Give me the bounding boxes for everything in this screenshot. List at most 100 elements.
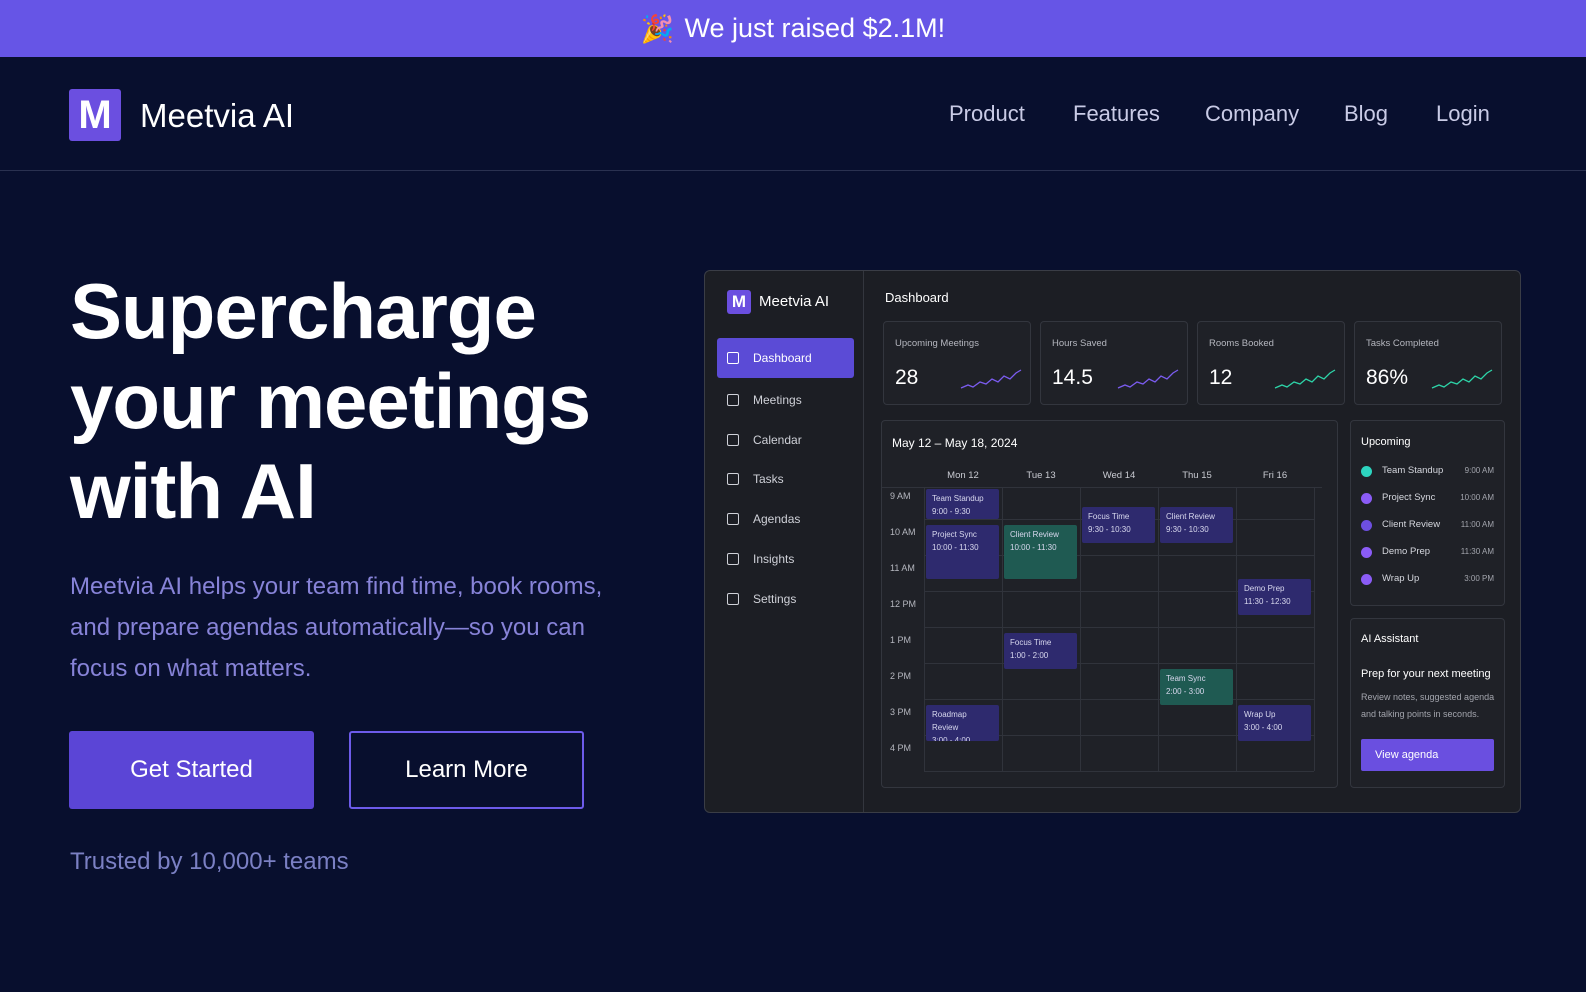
sidebar-item[interactable]: Tasks (717, 459, 854, 499)
view-agenda-button[interactable]: View agenda (1361, 739, 1494, 771)
hero-title-line: Supercharge (70, 267, 537, 355)
calendar-event[interactable]: Roadmap Review 3:00 - 4:00 (926, 705, 999, 741)
event-time: 9:30 - 10:30 (1166, 525, 1209, 534)
calendar-event[interactable]: Team Standup 9:00 - 9:30 (926, 489, 999, 519)
stat-value: 28 (895, 366, 919, 389)
app-preview: M Meetvia AI Dashboard Meetings Calendar Ta… (704, 270, 1521, 813)
grid-col-line (1236, 487, 1237, 771)
grid-top-line (882, 487, 1322, 488)
upcoming-name[interactable]: Wrap Up (1382, 573, 1420, 584)
event-time: 9:30 - 10:30 (1088, 525, 1131, 534)
calendar-event[interactable]: Project Sync 10:00 - 11:30 (926, 525, 999, 579)
sidebar-icon (727, 473, 739, 485)
nav-link[interactable]: Product (949, 101, 1025, 126)
grid-row-line (924, 699, 1314, 700)
get-started-button[interactable]: Get Started (69, 731, 314, 809)
stat-card: Hours Saved 14.5 (1040, 321, 1188, 405)
grid-row-line (924, 555, 1314, 556)
upcoming-name[interactable]: Project Sync (1382, 492, 1436, 503)
grid-col-line (1002, 487, 1003, 771)
calendar-event[interactable]: Demo Prep 11:30 - 12:30 (1238, 579, 1311, 615)
sidebar-item[interactable]: Agendas (717, 499, 854, 539)
calendar-event[interactable]: Focus Time 9:30 - 10:30 (1082, 507, 1155, 543)
learn-more-button[interactable]: Learn More (349, 731, 584, 809)
calendar-event[interactable]: Wrap Up 3:00 - 4:00 (1238, 705, 1311, 741)
grid-col-line (924, 487, 925, 771)
app-logo: M (727, 290, 751, 314)
brand-name[interactable]: Meetvia AI (140, 97, 295, 134)
upcoming-time: 11:30 AM (1460, 547, 1494, 556)
sidebar-icon (727, 394, 739, 406)
sidebar-icon (727, 352, 739, 364)
upcoming-time: 10:00 AM (1460, 493, 1494, 502)
app-brand: Meetvia AI (759, 293, 830, 310)
day-header: Fri 16 (1262, 470, 1288, 481)
calendar-event[interactable]: Client Review 10:00 - 11:30 (1004, 525, 1077, 579)
sparkline (1274, 369, 1336, 389)
stat-card: Upcoming Meetings 28 (883, 321, 1031, 405)
time-label: 1 PM (890, 635, 912, 645)
sidebar-item[interactable]: Insights (717, 539, 854, 579)
nav-link[interactable]: Company (1205, 101, 1300, 126)
event-title: Focus Time (1010, 638, 1052, 647)
announcement-banner[interactable]: 🎉 We just raised $2.1M! (0, 0, 1586, 57)
upcoming-name[interactable]: Team Standup (1382, 465, 1444, 476)
grid-col-line (1158, 487, 1159, 771)
banner-text: We just raised $2.1M! (684, 13, 946, 43)
nav-link[interactable]: Login (1436, 101, 1490, 126)
day-header: Mon 12 (947, 470, 979, 481)
sparkline (960, 369, 1022, 389)
day-header: Thu 15 (1182, 470, 1212, 481)
upcoming-title: Upcoming (1361, 436, 1411, 448)
time-label: 3 PM (890, 707, 912, 717)
sparkline-path (1431, 369, 1493, 389)
page-title: Dashboard (885, 290, 949, 305)
event-time: 11:30 - 12:30 (1244, 597, 1291, 606)
event-title: Wrap Up (1244, 710, 1276, 719)
sparkline (1117, 369, 1179, 389)
sidebar-icon (727, 593, 739, 605)
time-label: 11 AM (890, 563, 915, 573)
stat-card: Tasks Completed 86% (1354, 321, 1502, 405)
calendar-event[interactable]: Team Sync 2:00 - 3:00 (1160, 669, 1233, 705)
upcoming-panel: Upcoming Team Standup 9:00 AM Project Sync… (1350, 420, 1505, 606)
grid-col-line (1080, 487, 1081, 771)
sidebar-label: Tasks (753, 472, 784, 486)
sidebar-item[interactable]: Calendar (717, 420, 854, 460)
banner-emoji: 🎉 (640, 13, 675, 44)
stat-value: 12 (1209, 366, 1233, 389)
event-title: Client Review (1166, 512, 1215, 521)
hero-title-line: with AI (70, 447, 317, 535)
grid-row-line (924, 663, 1314, 664)
event-time: 10:00 - 11:30 (1010, 543, 1057, 552)
sidebar-item[interactable]: Meetings (717, 380, 854, 420)
sidebar-label: Calendar (753, 433, 802, 447)
sidebar-item[interactable]: Settings (717, 579, 854, 619)
event-title: Project Sync (932, 530, 977, 539)
upcoming-name[interactable]: Client Review (1382, 519, 1441, 530)
event-title: Focus Time (1088, 512, 1130, 521)
sparkline (1431, 369, 1493, 389)
sidebar-label: Dashboard (753, 351, 812, 365)
stat-value: 86% (1366, 366, 1409, 389)
calendar-event[interactable]: Focus Time 1:00 - 2:00 (1004, 633, 1077, 669)
sidebar-label: Meetings (753, 393, 802, 407)
sidebar-item[interactable]: Dashboard (717, 338, 854, 378)
upcoming-time: 9:00 AM (1464, 466, 1494, 475)
sidebar-label: Agendas (753, 512, 801, 526)
nav-link[interactable]: Features (1073, 101, 1160, 126)
event-time: 2:00 - 3:00 (1166, 687, 1205, 696)
logo-mark[interactable]: M (69, 89, 121, 141)
trust-text: Trusted by 10,000+ teams (70, 848, 349, 875)
day-header: Tue 13 (1026, 470, 1056, 481)
calendar-event[interactable]: Client Review 9:30 - 10:30 (1160, 507, 1233, 543)
day-header: Wed 14 (1102, 470, 1136, 481)
time-label: 9 AM (890, 491, 911, 501)
nav-link[interactable]: Blog (1344, 101, 1389, 126)
grid-row-line (924, 591, 1314, 592)
event-title: Client Review (1010, 530, 1059, 539)
upcoming-name[interactable]: Demo Prep (1382, 546, 1431, 557)
assistant-body: Review notes, suggested agenda and talki… (1361, 692, 1495, 719)
stat-label: Upcoming Meetings (895, 338, 979, 349)
